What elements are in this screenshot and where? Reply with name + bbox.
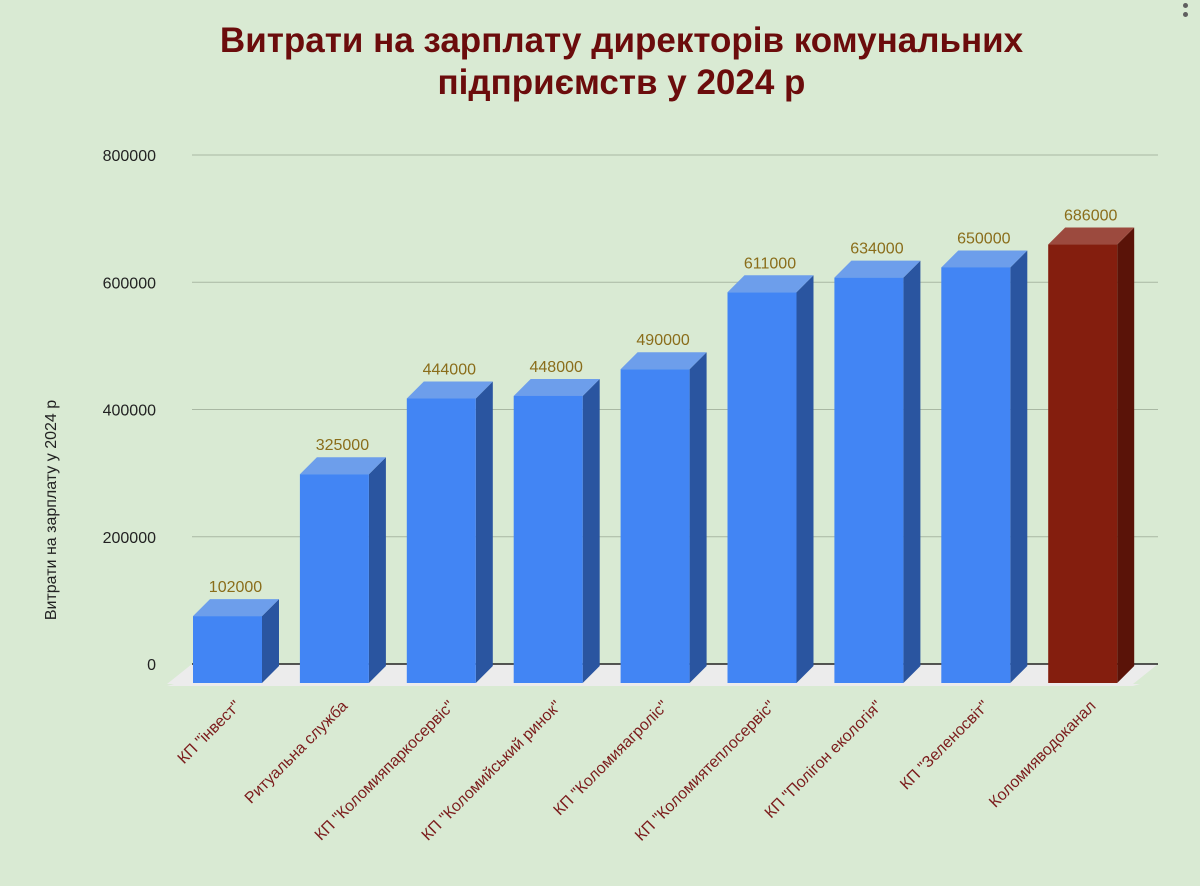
x-category-label: КП "Коломияагроліс" xyxy=(551,698,672,819)
bar-top xyxy=(193,599,279,617)
bar-side xyxy=(262,599,279,683)
data-label: 611000 xyxy=(744,255,796,272)
bar-1[interactable] xyxy=(299,457,386,683)
kebab-menu-icon[interactable] xyxy=(1178,0,1192,24)
bar-side xyxy=(796,275,814,683)
bar-top xyxy=(406,381,493,399)
y-tick-label: 800000 xyxy=(103,148,156,165)
y-tick-label: 200000 xyxy=(103,530,156,547)
y-tick-label: 400000 xyxy=(103,403,156,420)
y-tick-label: 600000 xyxy=(103,275,156,292)
bar-side xyxy=(689,352,707,683)
bar-top xyxy=(299,457,386,475)
chart-title-line-1: Витрати на зарплату директорів комунальн… xyxy=(219,21,1024,60)
bar-6[interactable] xyxy=(834,260,921,683)
data-label: 448000 xyxy=(530,359,583,376)
bar-front xyxy=(299,474,369,683)
bar-front xyxy=(406,398,476,683)
x-category-label: КП "Полігон екологія" xyxy=(762,698,886,822)
data-label: 650000 xyxy=(957,230,1010,247)
bar-top xyxy=(941,250,1028,268)
bar-top xyxy=(1048,227,1135,245)
bar-0[interactable] xyxy=(193,599,279,683)
bar-4[interactable] xyxy=(620,352,707,683)
x-category-label: КП "інвест" xyxy=(175,698,245,768)
bar-front xyxy=(727,292,797,683)
bar-front xyxy=(941,267,1011,683)
bar-8[interactable] xyxy=(1048,227,1135,683)
bar-side xyxy=(475,381,493,683)
bar-top xyxy=(620,352,707,370)
data-label: 444000 xyxy=(423,362,476,379)
chart-floor-edge xyxy=(167,684,1140,686)
bar-5[interactable] xyxy=(727,275,814,683)
data-label: 686000 xyxy=(1064,208,1117,225)
data-label: 634000 xyxy=(850,241,903,258)
y-tick-label: 0 xyxy=(147,657,156,674)
bar-front xyxy=(513,395,583,683)
x-category-label: Коломияводоканал xyxy=(986,698,1099,811)
y-axis-title: Витрати на зарплату у 2024 р xyxy=(43,399,60,621)
x-category-label: КП "Зеленосвіт" xyxy=(897,698,992,793)
bar-front xyxy=(193,616,262,683)
bar-side xyxy=(1117,227,1135,683)
data-label: 102000 xyxy=(209,579,262,596)
bar-front xyxy=(1048,244,1118,683)
bar-side xyxy=(1010,250,1028,683)
bar-top xyxy=(834,260,921,278)
bar-front xyxy=(834,277,904,683)
bar-side xyxy=(903,260,921,683)
bar-3[interactable] xyxy=(513,378,600,683)
chart-title-line-2: підприємств у 2024 р xyxy=(437,63,806,102)
bar-top xyxy=(513,378,600,396)
bar-7[interactable] xyxy=(941,250,1028,683)
bar-top xyxy=(727,275,814,293)
bar-front xyxy=(620,369,690,683)
bar-2[interactable] xyxy=(406,381,493,683)
chart-title: Витрати на зарплату директорів комунальн… xyxy=(0,20,1200,104)
data-label: 325000 xyxy=(316,437,369,454)
bar-side xyxy=(368,457,386,683)
x-category-label: Ритуальна служба xyxy=(242,698,352,808)
data-label: 490000 xyxy=(636,332,689,349)
bar-side xyxy=(582,378,600,683)
